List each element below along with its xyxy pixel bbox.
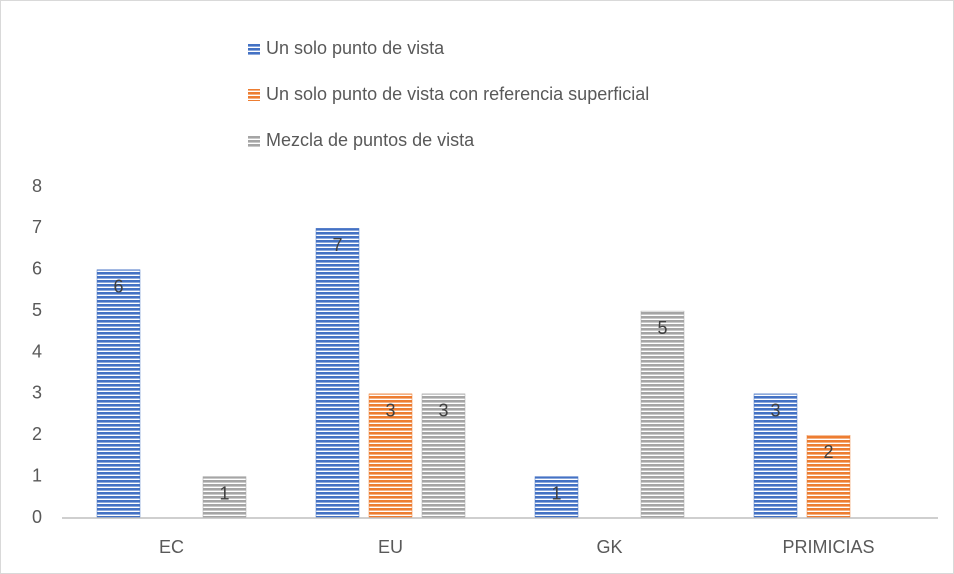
y-tick-label: 7: [32, 217, 42, 237]
data-label: 1: [551, 483, 561, 503]
data-label: 7: [332, 235, 342, 255]
legend-label: Mezcla de puntos de vista: [266, 130, 475, 150]
legend-label: Un solo punto de vista: [266, 38, 445, 58]
x-tick-label: GK: [596, 537, 622, 557]
data-label: 3: [385, 401, 395, 421]
y-tick-label: 6: [32, 259, 42, 279]
legend-swatch: [248, 89, 260, 101]
bar: [421, 393, 466, 519]
bar: [368, 393, 413, 519]
x-tick-label: EU: [378, 537, 403, 557]
x-tick-label: PRIMICIAS: [782, 537, 874, 557]
data-label: 1: [219, 483, 229, 503]
y-tick-label: 3: [32, 383, 42, 403]
legend-swatch: [248, 135, 260, 147]
data-label: 6: [113, 277, 123, 297]
data-label: 5: [657, 318, 667, 338]
bar: [534, 476, 579, 519]
data-label: 2: [823, 442, 833, 462]
bar: [96, 269, 141, 519]
y-tick-label: 0: [32, 507, 42, 527]
legend-label: Un solo punto de vista con referencia su…: [266, 84, 649, 104]
bar: [202, 476, 247, 519]
y-tick-label: 2: [32, 424, 42, 444]
data-label: 3: [438, 401, 448, 421]
bar: [315, 228, 360, 519]
y-tick-label: 1: [32, 465, 42, 485]
legend-swatch: [248, 43, 260, 55]
y-tick-label: 4: [32, 341, 42, 361]
bar: [640, 310, 685, 519]
bar: [753, 393, 798, 519]
y-tick-label: 5: [32, 300, 42, 320]
data-label: 3: [770, 401, 780, 421]
y-tick-label: 8: [32, 176, 42, 196]
x-tick-label: EC: [159, 537, 184, 557]
